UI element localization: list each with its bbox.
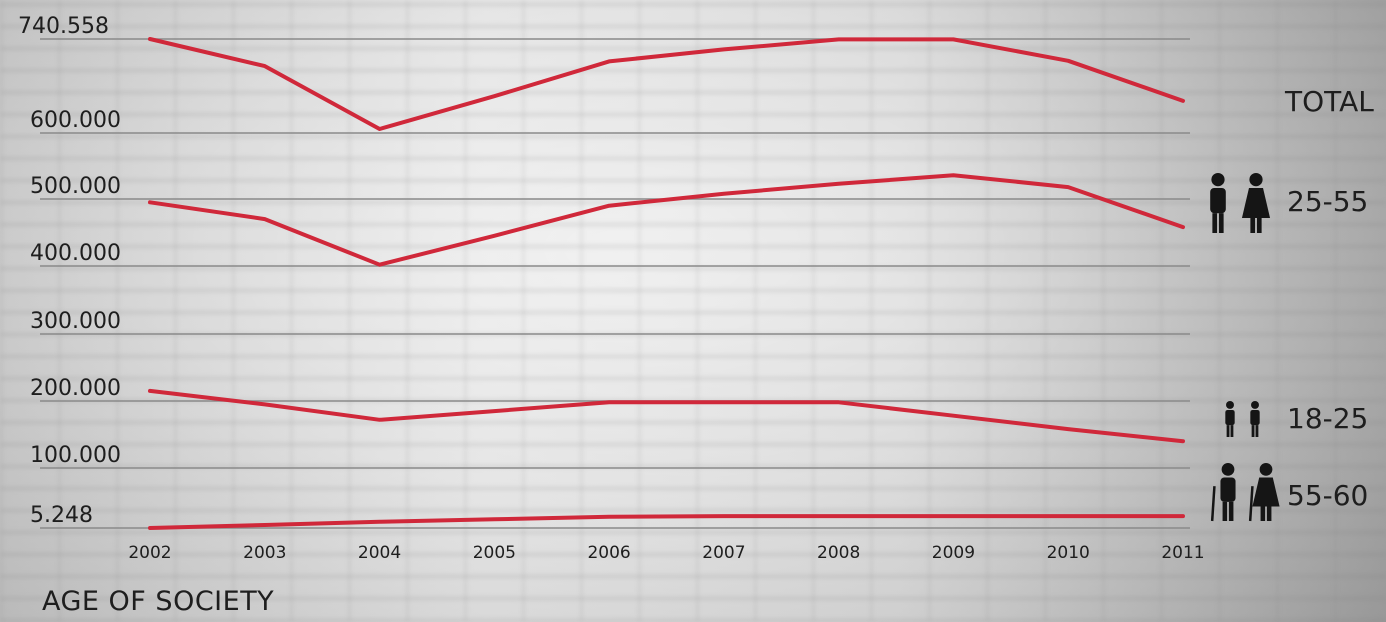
series-label: TOTAL [1284, 85, 1374, 118]
series-label: 18-25 [1287, 402, 1368, 435]
x-tick-label: 2011 [1161, 543, 1204, 563]
y-tick-label: 600.000 [30, 108, 121, 133]
y-tick-label: 500.000 [30, 174, 121, 199]
series-label: 25-55 [1287, 185, 1368, 218]
chart-title: AGE OF SOCIETY [42, 586, 275, 617]
series-line-3 [148, 388, 1185, 444]
two-youths-icon [1225, 401, 1260, 437]
series-line-2 [148, 173, 1185, 267]
series-lines [148, 37, 1185, 530]
x-tick-label: 2010 [1047, 543, 1090, 563]
x-tick-label: 2002 [128, 543, 171, 563]
x-tick-label: 2003 [243, 543, 286, 563]
x-tick-label: 2009 [932, 543, 975, 563]
series-label: 55-60 [1287, 479, 1368, 512]
series-line-4 [148, 514, 1185, 530]
y-tick-label: 200.000 [30, 376, 121, 401]
gridlines [40, 38, 1190, 529]
y-tick-label: 100.000 [30, 443, 121, 468]
x-tick-label: 2004 [358, 543, 401, 563]
y-tick-label: 400.000 [30, 241, 121, 266]
y-tick-label: 300.000 [30, 309, 121, 334]
y-tick-label: 5.248 [30, 503, 93, 528]
x-axis-labels: 2002 2003 2004 2005 2006 2007 2008 2009 2010 2011 [128, 543, 1204, 563]
y-tick-label: 740.558 [18, 14, 109, 39]
y-axis-labels: 740.558 600.000 500.000 400.000 300.000 200.0… [18, 14, 121, 528]
x-tick-label: 2006 [587, 543, 630, 563]
x-tick-label: 2008 [817, 543, 860, 563]
x-tick-label: 2007 [702, 543, 745, 563]
elderly-couple-icon [1210, 463, 1280, 522]
man-woman-icon [1210, 173, 1271, 233]
series-line-1 [148, 37, 1185, 131]
series-labels: TOTAL 25-55 18-25 55-60 [1210, 85, 1374, 522]
x-tick-label: 2005 [473, 543, 516, 563]
